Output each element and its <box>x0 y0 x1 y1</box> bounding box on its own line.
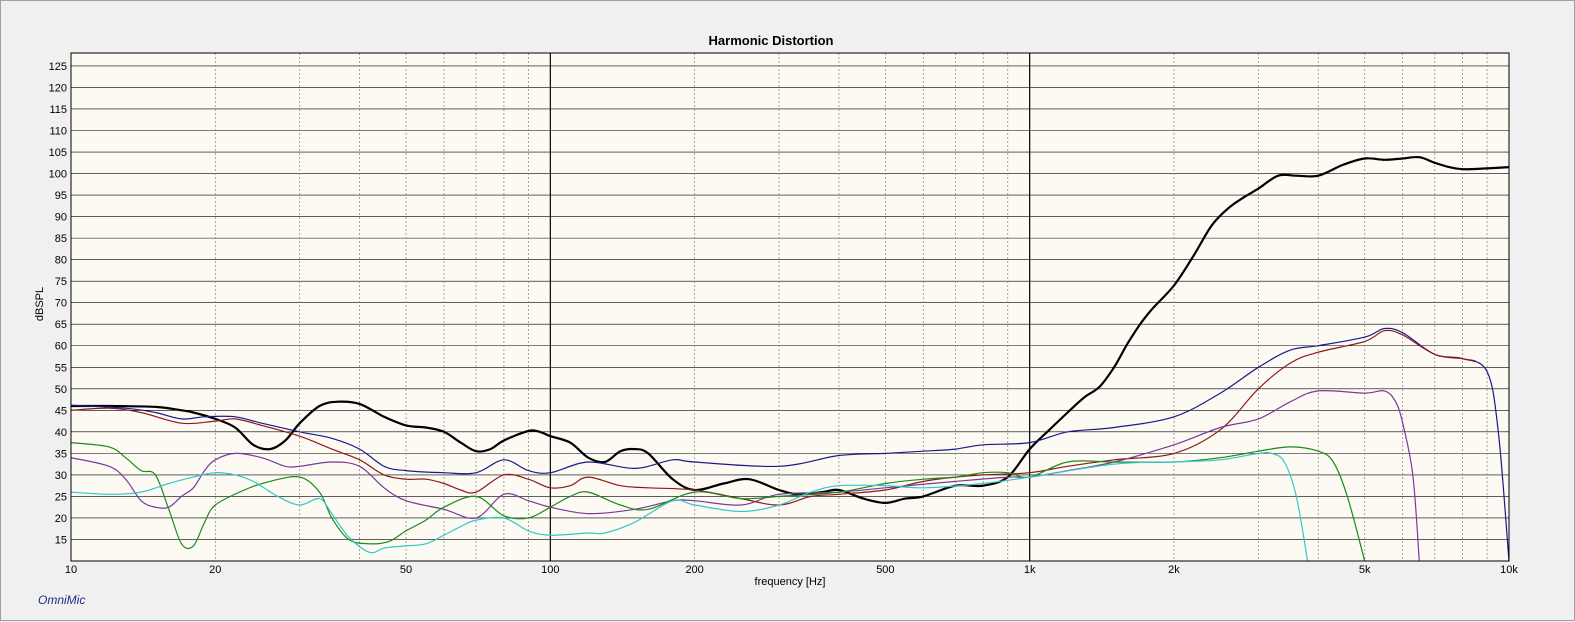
series-line-5 <box>71 442 1366 561</box>
x-tick-label: 50 <box>400 564 412 576</box>
plot-area <box>70 52 1510 562</box>
y-tick-label: 90 <box>55 212 67 224</box>
series-line-2 <box>71 327 1509 561</box>
plot-border <box>70 52 1510 562</box>
y-tick-label: 75 <box>55 276 67 288</box>
y-tick-label: 15 <box>55 534 67 546</box>
x-tick-label: 100 <box>541 564 559 576</box>
x-tick-labels: 10 20 50 100 200 500 1k 2k 5k 10k <box>65 564 1518 576</box>
y-tick-labels: 15 20 25 30 35 40 45 50 55 60 65 70 75 80 85 90 95 100 105… <box>49 61 67 547</box>
y-tick-label: 40 <box>55 427 67 439</box>
x-tick-label: 200 <box>685 564 703 576</box>
series-layer <box>71 155 1509 561</box>
series-line-1 <box>71 155 1509 504</box>
y-tick-label: 120 <box>49 82 67 94</box>
y-tick-label: 65 <box>55 319 67 331</box>
x-tick-label: 5k <box>1359 564 1371 576</box>
chart-title: Harmonic Distortion <box>709 33 834 48</box>
y-tick-label: 35 <box>55 448 67 460</box>
x-axis-label: frequency [Hz] <box>755 576 826 588</box>
y-tick-label: 105 <box>49 147 67 159</box>
y-tick-label: 115 <box>49 104 67 116</box>
y-tick-label: 45 <box>55 405 67 417</box>
x-tick-label: 500 <box>876 564 894 576</box>
y-tick-label: 50 <box>55 384 67 396</box>
y-tick-label: 60 <box>55 341 67 353</box>
y-tick-label: 95 <box>55 190 67 202</box>
y-tick-label: 20 <box>55 513 67 525</box>
x-tick-label: 1k <box>1024 564 1036 576</box>
y-tick-label: 25 <box>55 491 67 503</box>
y-tick-label: 70 <box>55 298 67 310</box>
series-line-3 <box>71 329 1476 506</box>
grid-layer <box>71 53 1509 561</box>
y-tick-label: 100 <box>49 169 67 181</box>
omnimic-brand: OmniMic <box>38 593 85 607</box>
x-tick-label: 10k <box>1500 564 1518 576</box>
y-tick-label: 125 <box>49 61 67 73</box>
series-line-4 <box>71 389 1420 561</box>
x-tick-label: 10 <box>65 564 77 576</box>
y-tick-label: 110 <box>49 125 67 137</box>
y-tick-label: 30 <box>55 470 67 482</box>
x-tick-label: 20 <box>209 564 221 576</box>
y-axis-label: dBSPL <box>34 287 46 321</box>
y-tick-label: 55 <box>55 362 67 374</box>
x-tick-label: 2k <box>1168 564 1180 576</box>
series-line-6 <box>71 451 1309 561</box>
y-tick-label: 80 <box>55 255 67 267</box>
y-tick-label: 85 <box>55 233 67 245</box>
